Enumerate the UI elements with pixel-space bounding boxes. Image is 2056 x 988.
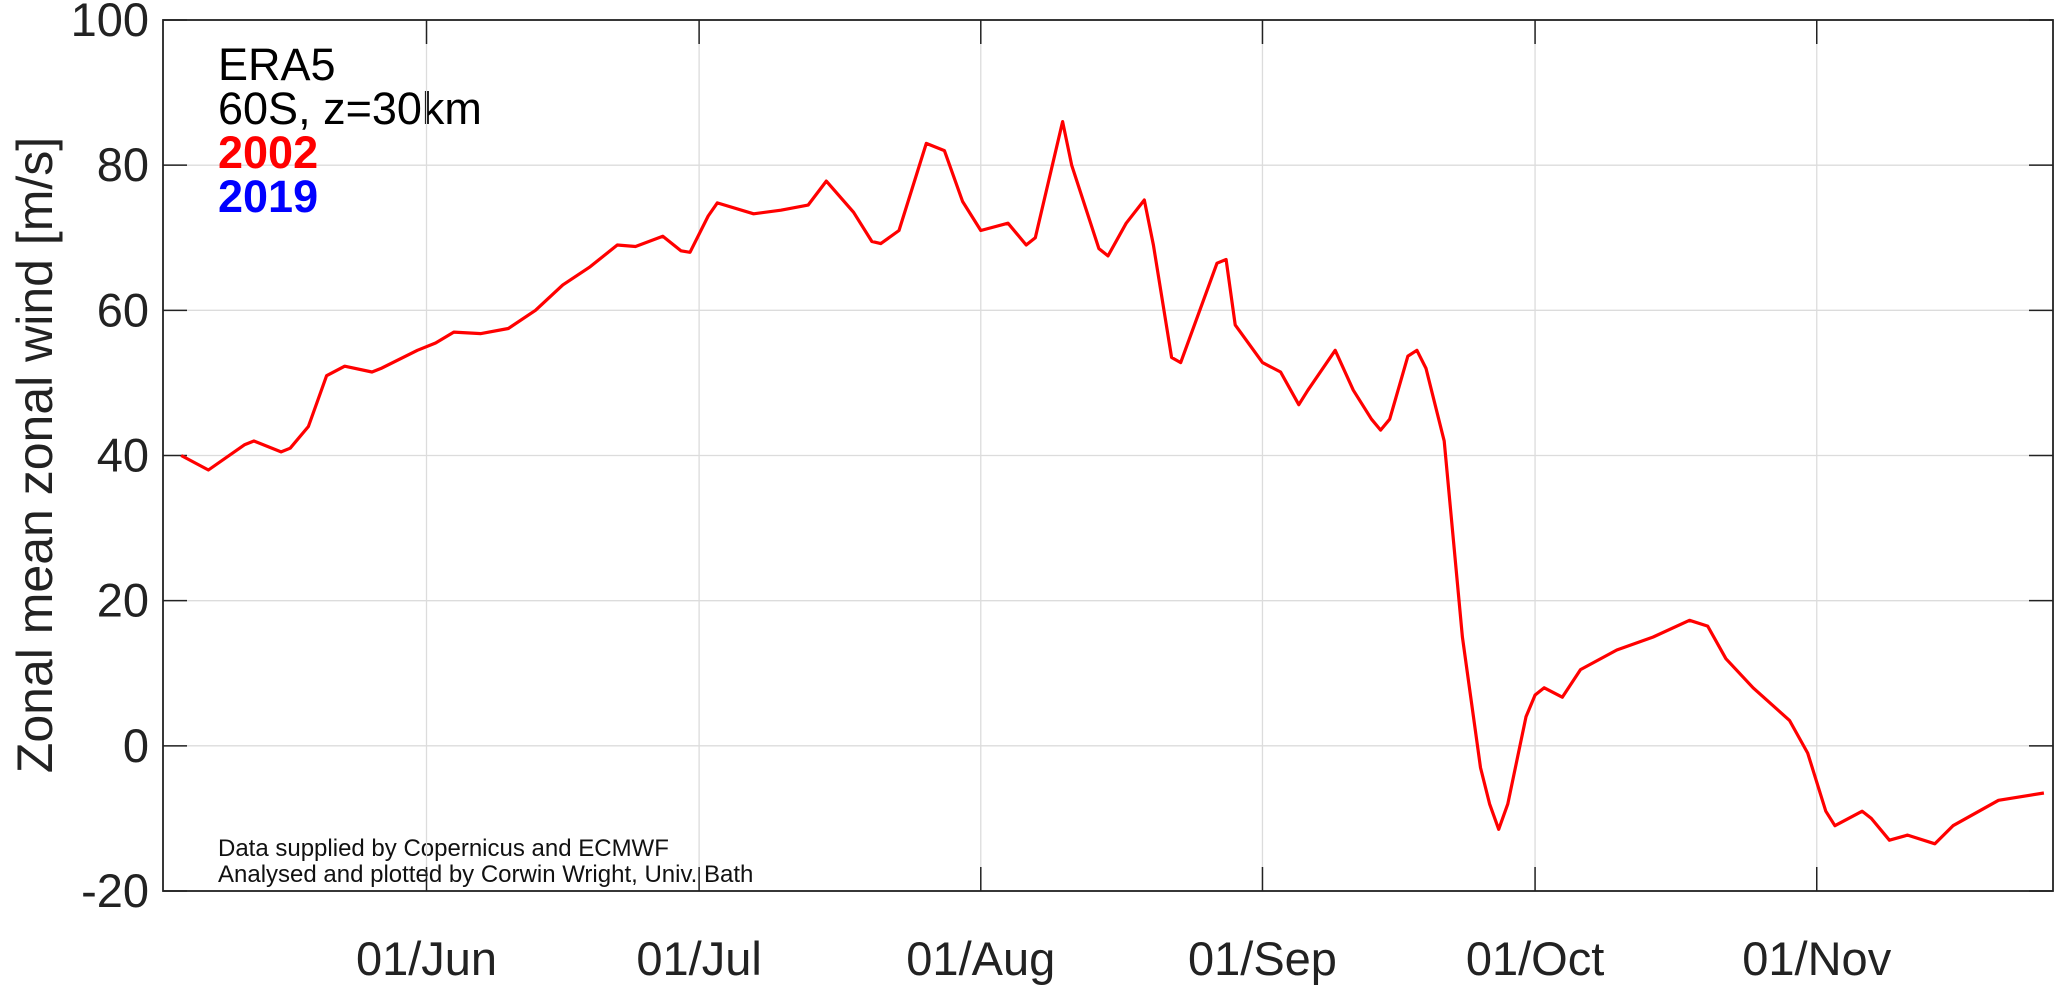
footnote: Analysed and plotted by Corwin Wright, U… [218,861,753,888]
legend-entry: 2002 [218,127,318,178]
plot-frame [162,19,2054,892]
y-tick-label: 20 [97,574,149,627]
data-line [180,120,2045,846]
x-tick-label: 01/Sep [1188,932,1337,985]
y-tick-label: -20 [81,864,149,917]
annotation: ERA5 [218,39,336,90]
x-tick-label: 01/Oct [1466,932,1604,985]
x-tick-label: 01/Nov [1742,932,1891,985]
y-tick-label: 0 [123,719,149,772]
y-tick-label: 40 [97,429,149,482]
x-tick-label: 01/Jun [356,932,497,985]
annotation: 60S, z=30km [218,83,482,134]
y-tick-label: 60 [97,283,149,336]
legend-entry: 2019 [218,171,318,222]
y-tick-label: 80 [97,138,149,191]
x-tick-label: 01/Aug [906,932,1055,985]
y-axis-label: Zonal mean zonal wind [m/s] [7,137,63,773]
x-tick-label: 01/Jul [636,932,761,985]
footnote: Data supplied by Copernicus and ECMWF [218,835,669,862]
y-tick-label: 100 [71,0,149,46]
